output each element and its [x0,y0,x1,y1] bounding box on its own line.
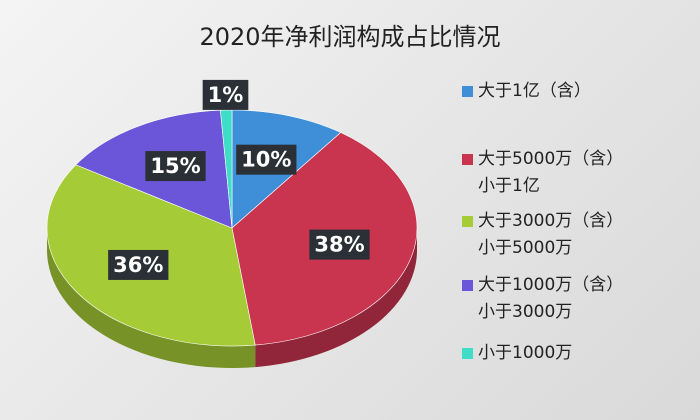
data-label-text: 36% [113,253,163,277]
slice-side [255,228,417,368]
data-label: 10% [236,144,297,175]
legend-swatch [462,86,473,97]
slice-side [47,228,256,369]
chart-title: 2020年净利润构成占比情况 [199,23,500,51]
legend-item: 大于3000万（含） 小于5000万 [462,208,624,262]
data-label: 36% [108,249,169,280]
legend-label: 大于3000万（含） 小于5000万 [478,211,624,258]
data-label: 1% [202,79,249,110]
data-label-text: 38% [314,233,364,257]
legend-item: 大于1000万（含） 小于3000万 [462,272,624,326]
data-label: 38% [309,229,370,260]
legend-label: 大于5000万（含） 小于1亿 [478,149,624,196]
data-label-text: 1% [208,83,244,107]
legend-label: 小于1000万 [478,343,573,363]
data-label-box [202,79,249,110]
legend-item: 大于5000万（含） 小于1亿 [462,146,624,200]
legend-swatch [462,154,473,165]
legend-swatch [462,216,473,227]
data-label: 15% [145,151,206,182]
data-label-text: 15% [150,154,200,178]
legend-swatch [462,348,473,359]
legend-item: 小于1000万 [462,340,573,367]
slice [220,109,233,229]
legend-item: 大于1亿（含） [462,78,591,105]
data-label-box [309,229,370,260]
data-label-box [236,144,297,175]
data-label-box [145,151,206,182]
legend-swatch [462,280,473,291]
data-label-text: 10% [241,148,291,172]
legend-label: 大于1亿（含） [478,81,591,101]
data-label-box [108,249,169,280]
legend-label: 大于1000万（含） 小于3000万 [478,275,624,322]
